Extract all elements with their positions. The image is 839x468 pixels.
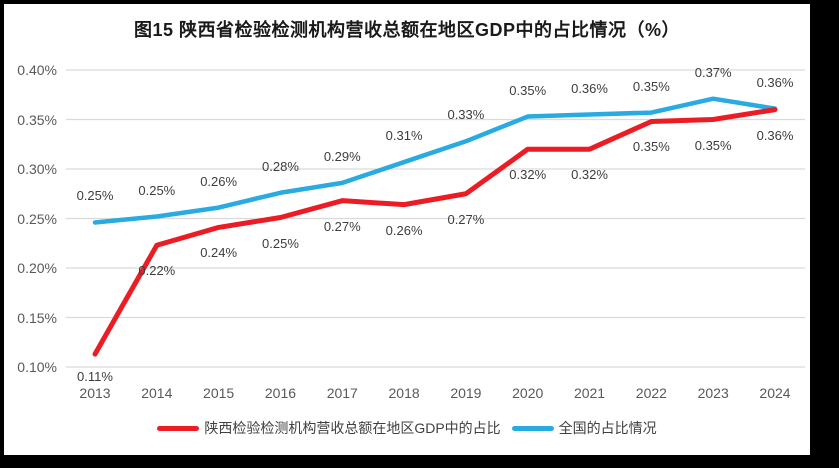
shaanxi-data-label: 0.25% [262, 235, 299, 251]
national-series-line [92, 96, 778, 225]
x-axis-tick-label: 2016 [264, 385, 297, 401]
chart-title: 图15 陕西省检验检测机构营收总额在地区GDP中的占比情况（%） [133, 20, 681, 40]
legend-swatch-shaanxi-line [157, 425, 200, 431]
national-data-label: 0.33% [447, 107, 485, 123]
x-axis-tick-label: 2017 [326, 385, 358, 401]
shaanxi-data-label: 0.27% [323, 218, 361, 234]
y-axis-tick-label: 0.35% [17, 111, 57, 128]
shaanxi-data-label: 0.27% [447, 211, 485, 227]
legend-label-national: 全国的占比情况 [558, 420, 657, 436]
x-axis-tick-label: 2013 [79, 385, 111, 401]
y-axis-tick-label: 0.40% [17, 62, 57, 78]
plot-area: 0.40% 0.35% 0.30% 0.25% 0.20% 0.15% 0.10% 2013 2… [4, 4, 810, 455]
y-axis-tick-label: 0.30% [17, 161, 57, 177]
national-data-label: 0.36% [756, 74, 794, 90]
national-data-label: 0.35% [509, 82, 547, 98]
legend-swatch-national-line [511, 425, 554, 431]
x-axis-tick-label: 2020 [512, 385, 544, 401]
x-axis-tick-label: 2021 [573, 385, 606, 401]
y-axis-tick-label: 0.15% [17, 309, 57, 326]
shaanxi-series-line [92, 107, 778, 357]
x-axis-tick-label: 2018 [388, 385, 420, 401]
national-data-label: 0.36% [571, 80, 608, 96]
shaanxi-data-label: 0.22% [138, 263, 176, 279]
x-axis-tick-label: 2022 [635, 385, 667, 401]
national-data-label: 0.31% [385, 128, 423, 144]
national-data-label: 0.25% [138, 182, 176, 198]
shaanxi-data-label: 0.36% [756, 127, 794, 143]
x-axis-tick-label: 2015 [203, 385, 235, 401]
x-axis-tick-label: 2014 [141, 385, 173, 401]
national-data-label: 0.28% [262, 158, 299, 174]
y-axis-tick-label: 0.20% [17, 260, 57, 276]
shaanxi-data-label: 0.32% [571, 167, 608, 183]
chart-lines-svg [66, 69, 805, 368]
shaanxi-data-label: 0.35% [632, 139, 670, 155]
shaanxi-data-label: 0.26% [385, 222, 423, 238]
x-axis-tick-label: 2023 [697, 385, 729, 401]
x-axis-tick-label: 2019 [450, 385, 482, 401]
shaanxi-data-label: 0.24% [200, 245, 238, 261]
shaanxi-data-label: 0.35% [694, 137, 732, 153]
national-data-label: 0.26% [200, 173, 238, 189]
x-axis-tick-label: 2024 [759, 385, 791, 401]
chart-canvas: 图15 陕西省检验检测机构营收总额在地区GDP中的占比情况（%） 0.40% 0.… [4, 4, 810, 455]
y-axis-tick-label: 0.10% [17, 359, 57, 375]
national-data-label: 0.37% [694, 64, 732, 80]
shaanxi-data-label: 0.32% [509, 167, 547, 183]
national-data-label: 0.35% [632, 78, 670, 94]
national-data-label: 0.29% [323, 148, 361, 164]
y-axis-tick-label: 0.25% [17, 210, 57, 227]
legend-label-shaanxi: 陕西检验检测机构营收总额在地区GDP中的占比 [204, 420, 501, 436]
shaanxi-data-label: 0.11% [77, 369, 113, 384]
legend: 陕西检验检测机构营收总额在地区GDP中的占比 全国的占比情况 [4, 415, 810, 441]
national-data-label: 0.25% [76, 188, 114, 204]
